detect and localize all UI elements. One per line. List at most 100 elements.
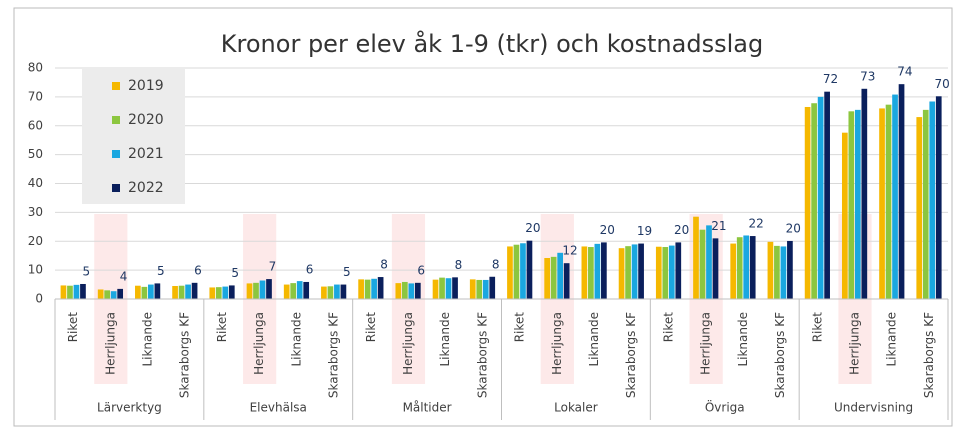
bar: [780, 246, 787, 299]
bar: [80, 283, 86, 299]
y-tick-label: 80: [28, 61, 43, 75]
x-tick-label: Herrljunga: [401, 312, 415, 375]
data-label: 74: [897, 65, 912, 79]
legend-swatch: [112, 82, 120, 90]
x-tick-label: Riket: [66, 312, 80, 343]
bar: [110, 291, 117, 299]
bar: [693, 216, 699, 299]
x-tick-label: Riket: [810, 312, 824, 343]
bar: [730, 243, 737, 299]
bar: [513, 244, 520, 299]
bar: [246, 283, 253, 299]
bar: [550, 256, 557, 299]
group-label: Lärverktyg: [97, 401, 162, 415]
data-label: 8: [455, 258, 463, 272]
bar: [482, 279, 489, 299]
data-label: 19: [637, 224, 652, 238]
y-tick-label: 60: [28, 118, 43, 132]
data-label: 5: [157, 264, 165, 278]
x-tick-label: Liknande: [438, 312, 452, 367]
bar: [148, 284, 154, 299]
bar: [618, 248, 625, 299]
bar: [401, 281, 408, 299]
bar: [935, 96, 942, 299]
bar: [588, 247, 594, 299]
bar: [215, 287, 222, 299]
x-tick-label: Skaraborgs KF: [327, 312, 341, 398]
group-label: Måltider: [403, 401, 452, 415]
x-tick-label: Liknande: [587, 312, 601, 367]
legend-label: 2021: [128, 146, 164, 162]
bar: [743, 235, 750, 299]
x-tick-label: Herrljunga: [847, 312, 861, 375]
bar: [414, 282, 421, 299]
bar: [154, 283, 161, 299]
data-label: 20: [600, 223, 615, 237]
data-label: 70: [935, 77, 950, 91]
y-tick-label: 10: [28, 263, 43, 277]
bar: [185, 284, 191, 299]
legend-label: 2022: [128, 180, 164, 196]
y-tick-label: 70: [28, 89, 43, 103]
bar: [395, 283, 402, 299]
bar: [178, 285, 185, 299]
chart-title: Kronor per elev åk 1-9 (tkr) och kostnad…: [221, 29, 763, 58]
bar: [655, 246, 662, 299]
bar: [489, 276, 496, 299]
bar: [60, 285, 67, 299]
bar: [749, 236, 756, 299]
bar: [787, 240, 793, 299]
bar: [117, 288, 124, 299]
x-tick-label: Liknande: [885, 312, 899, 367]
bar: [638, 243, 644, 299]
bar: [222, 286, 229, 299]
data-label: 72: [823, 72, 838, 86]
bar: [631, 244, 638, 299]
bar: [104, 290, 111, 299]
bar: [172, 286, 178, 299]
bar: [526, 240, 533, 299]
group-label: Övriga: [705, 399, 745, 415]
x-tick-label: Riket: [661, 312, 675, 343]
bar: [563, 263, 570, 299]
bar: [922, 109, 929, 300]
bar: [824, 91, 830, 300]
bar: [476, 279, 483, 299]
x-tick-label: Skaraborgs KF: [624, 312, 638, 398]
y-tick-label: 20: [28, 234, 43, 248]
legend-box: [82, 68, 185, 204]
bar: [557, 252, 564, 299]
data-label: 5: [343, 265, 351, 279]
bar: [67, 285, 73, 299]
bar: [520, 243, 526, 299]
bar: [377, 277, 384, 299]
bar: [334, 284, 340, 299]
bar: [736, 237, 743, 299]
data-label: 20: [786, 221, 801, 235]
bar: [581, 246, 588, 299]
bar: [432, 279, 439, 299]
y-tick-label: 40: [28, 176, 43, 190]
bar: [408, 283, 415, 299]
data-label: 21: [711, 219, 726, 233]
x-tick-label: Skaraborgs KF: [475, 312, 489, 398]
bar: [601, 242, 607, 299]
x-tick-label: Liknande: [141, 312, 155, 367]
x-tick-label: Herrljunga: [699, 312, 713, 375]
legend-swatch: [112, 184, 120, 192]
bar: [141, 286, 148, 299]
legend-swatch: [112, 116, 120, 124]
x-tick-label: Liknande: [736, 312, 750, 367]
x-tick-label: Liknande: [289, 312, 303, 367]
x-tick-label: Herrljunga: [252, 312, 266, 375]
y-tick-label: 30: [28, 205, 43, 219]
bar: [898, 84, 905, 299]
bar: [259, 280, 266, 299]
bar: [209, 287, 216, 299]
bar: [303, 281, 310, 299]
bar: [73, 284, 80, 299]
bar: [445, 278, 452, 299]
data-label: 6: [417, 263, 425, 277]
